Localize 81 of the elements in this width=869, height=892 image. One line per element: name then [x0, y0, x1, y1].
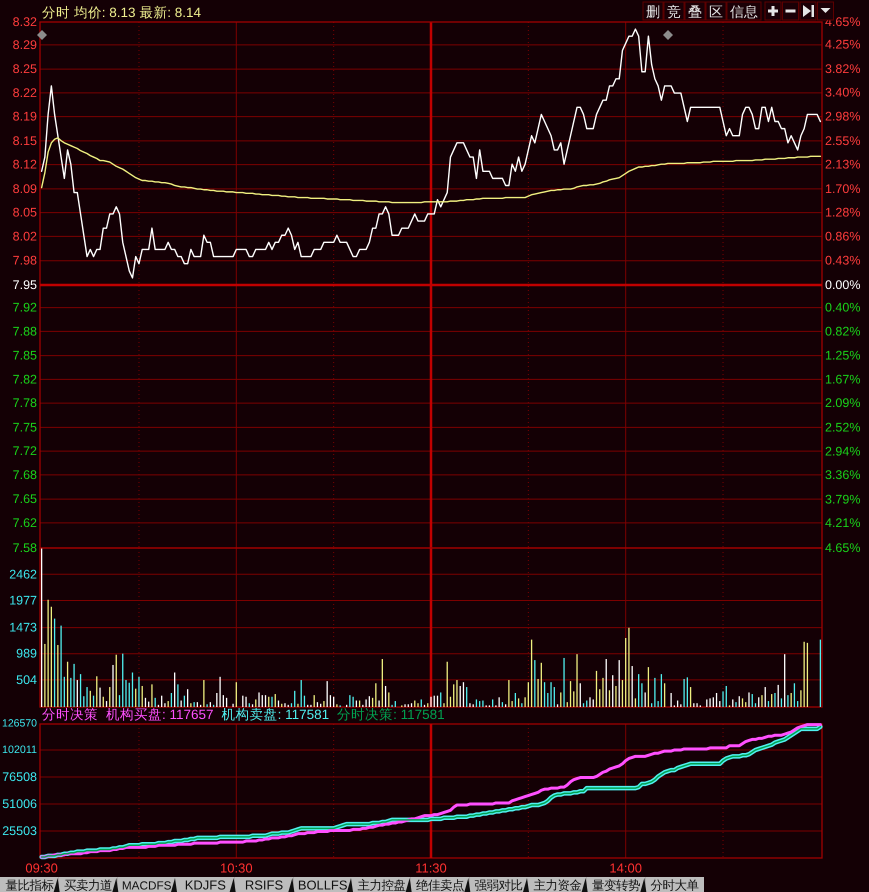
y2-tick-label: 4.65% — [825, 541, 860, 555]
y2-tick-label: 1.67% — [825, 372, 860, 386]
text: 量变转势 — [592, 878, 640, 892]
text: BOLLFS — [298, 878, 348, 892]
y2-tick-label: 2.98% — [825, 109, 860, 124]
y2-tick-label: 2.55% — [825, 134, 860, 148]
y-tick-label: 7.75 — [12, 420, 38, 434]
y2-tick-label: 0.40% — [825, 300, 860, 315]
text: 竞 — [667, 4, 681, 20]
y-tick-label: 76508 — [2, 770, 38, 784]
text: 信息 — [730, 4, 758, 20]
text: 绝佳卖点 — [416, 878, 464, 892]
y2-tick-label: 0.00% — [825, 278, 860, 292]
text: 分时决策: 117581 — [337, 707, 445, 722]
x-tick-label: 11:30 — [415, 860, 447, 876]
y-tick-label: 504 — [16, 672, 38, 687]
text: RSIFS — [244, 878, 284, 892]
y-tick-label: 8.32 — [12, 15, 38, 29]
y-tick-label: 7.85 — [12, 348, 38, 363]
y-tick-label: 2462 — [9, 567, 38, 582]
y2-tick-label: 2.09% — [825, 396, 860, 410]
y2-tick-label: 0.86% — [825, 229, 860, 244]
y-tick-label: 1977 — [9, 593, 38, 608]
y-tick-label: 7.98 — [12, 254, 38, 268]
x-tick-label: 14:00 — [609, 860, 642, 876]
y-tick-label: 8.12 — [12, 158, 38, 172]
y-tick-label: 989 — [16, 646, 38, 661]
y-tick-label: 102011 — [2, 744, 38, 756]
y2-tick-label: 1.28% — [825, 206, 860, 220]
y-tick-label: 7.72 — [12, 444, 38, 458]
y-tick-label: 8.19 — [12, 110, 38, 124]
y-tick-label: 8.09 — [12, 182, 38, 196]
y-tick-label: 7.62 — [12, 516, 38, 530]
text: 分时大单 — [650, 878, 699, 892]
x-tick-label: 10:30 — [220, 860, 253, 876]
y2-tick-label: 2.13% — [825, 158, 860, 172]
y2-tick-label: 2.94% — [825, 444, 860, 458]
y2-tick-label: 3.36% — [825, 468, 860, 482]
y-tick-label: 25503 — [2, 824, 38, 838]
text: 叠 — [688, 4, 702, 20]
text: 删 — [646, 4, 660, 20]
y-tick-label: 8.02 — [12, 229, 38, 244]
text: MACDFS — [122, 880, 172, 892]
y2-tick-label: 3.82% — [825, 62, 860, 76]
chart-title: 分时决策 — [42, 707, 98, 722]
y2-tick-label: 0.43% — [825, 254, 860, 268]
y-tick-label: 7.92 — [12, 300, 38, 315]
y-tick-label: 1473 — [9, 620, 38, 635]
y2-tick-label: 2.52% — [825, 420, 860, 435]
text: 区 — [709, 4, 723, 20]
y-tick-label: 7.68 — [12, 468, 38, 482]
y-tick-label: 8.22 — [12, 86, 38, 100]
y-tick-label: 8.15 — [12, 134, 38, 148]
y-tick-label: 51006 — [2, 797, 38, 811]
y2-tick-label: 4.21% — [825, 516, 860, 530]
y2-tick-label: 0.82% — [825, 324, 860, 338]
x-tick-label: 09:30 — [25, 860, 58, 876]
y2-tick-label: 1.70% — [825, 182, 860, 196]
y-tick-label: 8.25 — [12, 62, 38, 76]
y-tick-label: 7.58 — [12, 541, 38, 555]
y-tick-label: 126570 — [2, 718, 38, 730]
text: 量比指标 — [5, 878, 54, 892]
y2-tick-label: 1.25% — [825, 348, 860, 363]
y-tick-label: 7.82 — [12, 372, 38, 386]
text: KDJFS — [184, 878, 226, 892]
y2-tick-label: 3.79% — [825, 492, 860, 506]
text: 强弱对比 — [474, 878, 523, 892]
text: 主力控盘 — [357, 878, 406, 892]
y-tick-label: 7.88 — [12, 324, 38, 338]
y-tick-label: 7.95 — [12, 278, 38, 292]
y-tick-label: 8.05 — [12, 206, 38, 220]
text: 机构卖盘: 117581 — [222, 707, 330, 722]
text: 主力资金 — [533, 878, 582, 892]
chart-title: 分时 均价: 8.13 最新: 8.14 — [42, 5, 202, 20]
y2-tick-label: 4.25% — [825, 38, 860, 52]
text: 机构买盘: 117657 — [106, 707, 214, 722]
y-tick-label: 8.29 — [12, 38, 38, 52]
y2-tick-label: 3.40% — [825, 86, 860, 100]
text: 买卖力道 — [64, 878, 112, 892]
y-tick-label: 7.65 — [12, 492, 38, 506]
y-tick-label: 7.78 — [12, 396, 38, 410]
